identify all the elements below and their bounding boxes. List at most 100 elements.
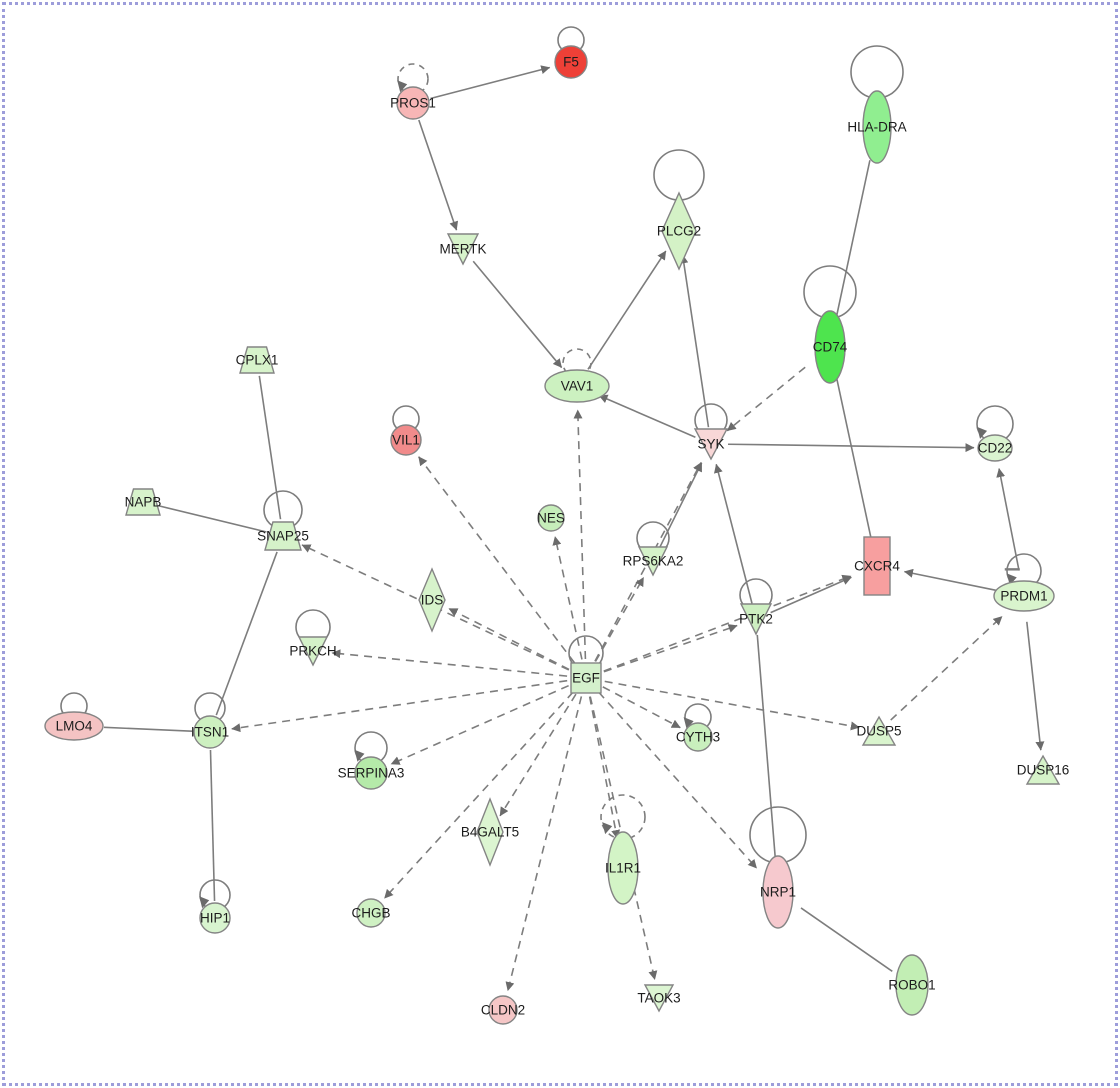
edge-PTK2-NRP1 xyxy=(756,634,777,865)
edge-PROS1-MERTK xyxy=(418,119,459,231)
node-CPLX1[interactable]: CPLX1 xyxy=(236,346,279,374)
edge-EGF-VIL1 xyxy=(418,456,576,664)
ellipse-shape-VAV1[interactable] xyxy=(544,369,610,403)
node-F5[interactable]: F5 xyxy=(554,45,588,79)
ellipse-shape-ROBO1[interactable] xyxy=(895,954,929,1016)
circle-shape-CYTH3[interactable] xyxy=(683,722,713,752)
diamond-shape-B4GALT5[interactable] xyxy=(476,797,504,867)
node-RPS6KA2[interactable]: RPS6KA2 xyxy=(623,546,684,577)
circle-shape-PROS1[interactable] xyxy=(396,86,430,120)
ellipse-shape-HLA-DRA[interactable] xyxy=(862,90,892,164)
node-PTK2[interactable]: PTK2 xyxy=(739,603,773,636)
self-loop-arrow-IL1R1 xyxy=(602,822,613,835)
triangle-up-shape-DUSP5[interactable] xyxy=(861,715,897,746)
trapezoid-shape-SNAP25[interactable] xyxy=(264,521,302,551)
edge-LMO4-ITSN1 xyxy=(103,726,193,733)
self-loop-arrow-CYTH3 xyxy=(683,717,694,730)
ellipse-shape-CD22[interactable] xyxy=(977,434,1013,462)
node-CD22[interactable]: CD22 xyxy=(977,434,1013,462)
node-SYK[interactable]: SYK xyxy=(693,428,729,461)
node-PLCG2[interactable]: PLCG2 xyxy=(657,191,701,271)
node-PRKCH[interactable]: PRKCH xyxy=(289,636,337,667)
triangle-down-shape-TAOK3[interactable] xyxy=(643,984,675,1013)
node-ROBO1[interactable]: ROBO1 xyxy=(888,954,936,1016)
node-CYTH3[interactable]: CYTH3 xyxy=(676,722,720,752)
self-loops xyxy=(60,26,1042,911)
node-NAPB[interactable]: NAPB xyxy=(125,488,162,516)
edge-MERTK-VAV1 xyxy=(472,260,563,369)
edge-VAV1-PLCG2 xyxy=(587,250,667,370)
edge-ITSN1-HIP1 xyxy=(209,749,216,902)
edge-PROS1-F5 xyxy=(430,65,551,100)
rect-shape-EGF[interactable] xyxy=(570,662,602,694)
node-SERPINA3[interactable]: SERPINA3 xyxy=(338,756,405,790)
triangle-down-shape-SYK[interactable] xyxy=(693,428,729,461)
node-DUSP5[interactable]: DUSP5 xyxy=(856,715,902,746)
edge-EGF-ITSN1 xyxy=(231,679,568,733)
trapezoid-shape-NAPB[interactable] xyxy=(125,488,161,516)
node-PROS1[interactable]: PROS1 xyxy=(390,86,436,120)
circle-shape-SERPINA3[interactable] xyxy=(354,756,388,790)
edge-PRDM1-CD22 xyxy=(996,468,1020,571)
circle-shape-CHGB[interactable] xyxy=(356,898,386,928)
node-HLA-DRA[interactable]: HLA-DRA xyxy=(847,90,907,164)
node-LMO4[interactable]: LMO4 xyxy=(44,711,104,741)
ellipse-shape-CD74[interactable] xyxy=(814,310,846,384)
edge-CD74-CXCR4 xyxy=(835,378,873,543)
circle-shape-VIL1[interactable] xyxy=(390,424,422,456)
circle-shape-F5[interactable] xyxy=(554,45,588,79)
trapezoid-shape-CPLX1[interactable] xyxy=(239,346,275,374)
node-SNAP25[interactable]: SNAP25 xyxy=(257,521,309,551)
edge-PRDM1-DUSP16 xyxy=(1026,621,1045,751)
triangle-down-shape-PRKCH[interactable] xyxy=(297,636,329,667)
rect-shape-CXCR4[interactable] xyxy=(863,536,891,596)
edge-EGF-DUSP5 xyxy=(604,680,860,731)
node-VIL1[interactable]: VIL1 xyxy=(390,424,422,456)
node-ITSN1[interactable]: ITSN1 xyxy=(191,715,229,749)
triangle-up-shape-DUSP16[interactable] xyxy=(1025,754,1061,785)
node-NRP1[interactable]: NRP1 xyxy=(760,855,796,929)
node-HIP1[interactable]: HIP1 xyxy=(199,902,231,934)
node-EGF[interactable]: EGF xyxy=(570,662,602,694)
diamond-shape-IDS[interactable] xyxy=(418,567,446,633)
node-CLDN2[interactable]: CLDN2 xyxy=(481,995,525,1025)
ellipse-shape-NRP1[interactable] xyxy=(762,855,794,929)
node-IDS[interactable]: IDS xyxy=(418,567,446,633)
edge-HLA-DRA-CD74 xyxy=(835,160,871,316)
edge-EGF-PRKCH xyxy=(331,649,568,677)
triangle-down-shape-PTK2[interactable] xyxy=(739,603,773,636)
edge-CPLX1-SNAP25 xyxy=(258,375,282,520)
circle-shape-NES[interactable] xyxy=(537,504,565,532)
ellipse-shape-PRDM1[interactable] xyxy=(993,580,1055,612)
edge-EGF-IDS xyxy=(448,607,570,671)
circle-shape-HIP1[interactable] xyxy=(199,902,231,934)
ellipse-shape-IL1R1[interactable] xyxy=(607,831,639,905)
node-MERTK[interactable]: MERTK xyxy=(439,233,487,266)
node-CXCR4[interactable]: CXCR4 xyxy=(854,536,900,596)
edge-EGF-B4GALT5 xyxy=(499,693,577,817)
edge-PTK2-CXCR4 xyxy=(770,576,852,614)
ellipse-shape-LMO4[interactable] xyxy=(44,711,104,741)
self-loop-VAV1 xyxy=(562,348,592,378)
edge-SNAP25-ITSN1 xyxy=(215,551,278,716)
edge-NRP1-ROBO1 xyxy=(800,907,893,972)
edge-PRDM1-CXCR4 xyxy=(903,568,999,592)
self-loop-CD74 xyxy=(803,265,857,319)
node-CHGB[interactable]: CHGB xyxy=(351,898,391,928)
node-DUSP16[interactable]: DUSP16 xyxy=(1017,754,1070,785)
edge-SYK-PLCG2 xyxy=(679,254,710,428)
node-CD74[interactable]: CD74 xyxy=(813,310,848,384)
node-TAOK3[interactable]: TAOK3 xyxy=(637,984,681,1013)
circle-shape-CLDN2[interactable] xyxy=(488,995,518,1025)
node-B4GALT5[interactable]: B4GALT5 xyxy=(461,797,519,867)
node-NES[interactable]: NES xyxy=(537,504,565,532)
edges xyxy=(103,65,1045,992)
node-VAV1[interactable]: VAV1 xyxy=(544,369,610,403)
self-loop-arrow-HIP1 xyxy=(199,896,210,909)
diamond-shape-PLCG2[interactable] xyxy=(661,191,697,271)
circle-shape-ITSN1[interactable] xyxy=(193,715,227,749)
node-PRDM1[interactable]: PRDM1 xyxy=(993,580,1055,612)
edge-EGF-NRP1 xyxy=(598,691,758,869)
triangle-down-shape-MERTK[interactable] xyxy=(446,233,480,266)
triangle-down-shape-RPS6KA2[interactable] xyxy=(637,546,669,577)
